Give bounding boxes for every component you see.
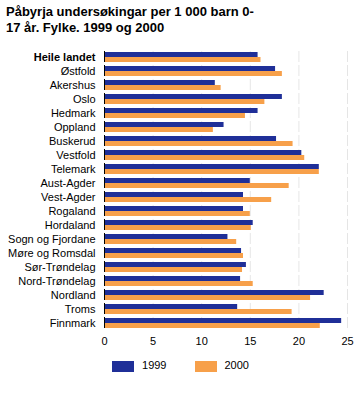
svg-text:0: 0 [101,335,107,347]
svg-text:Troms: Troms [65,303,96,315]
html-text:1999: 1999 [142,359,167,372]
svg-text:Akershus: Akershus [50,79,96,91]
svg-text:Oppland: Oppland [54,121,96,133]
svg-text:Sør-Trøndelag: Sør-Trøndelag [24,261,95,273]
svg-text:Nordland: Nordland [51,289,96,301]
svg-text:25: 25 [341,335,353,347]
svg-text:Vestfold: Vestfold [56,149,95,161]
svg-text:20: 20 [293,335,305,347]
svg-text:Østfold: Østfold [61,65,96,77]
svg-text:Hordaland: Hordaland [45,219,96,231]
svg-text:Vest-Agder: Vest-Agder [41,191,96,203]
svg-text:Buskerud: Buskerud [49,135,95,147]
svg-text:Telemark: Telemark [51,163,96,175]
svg-text:Nord-Trøndelag: Nord-Trøndelag [18,275,95,287]
svg-text:Hedmark: Hedmark [51,107,96,119]
svg-text:Møre og Romsdal: Møre og Romsdal [8,247,95,259]
svg-text:Finnmark: Finnmark [50,317,96,329]
svg-text:5: 5 [150,335,156,347]
svg-text:Aust-Agder: Aust-Agder [40,177,95,189]
svg-text:Oslo: Oslo [73,93,96,105]
svg-text:Rogaland: Rogaland [48,205,95,217]
svg-text:15: 15 [244,335,256,347]
svg-text:Heile landet: Heile landet [34,51,96,63]
html-text:2000: 2000 [224,359,249,372]
html-text:Påbyrja undersøkingar per 1 00: Påbyrja undersøkingar per 1 000 barn 0-1… [6,4,254,35]
svg-text:10: 10 [196,335,208,347]
svg-text:Sogn og Fjordane: Sogn og Fjordane [8,233,95,245]
